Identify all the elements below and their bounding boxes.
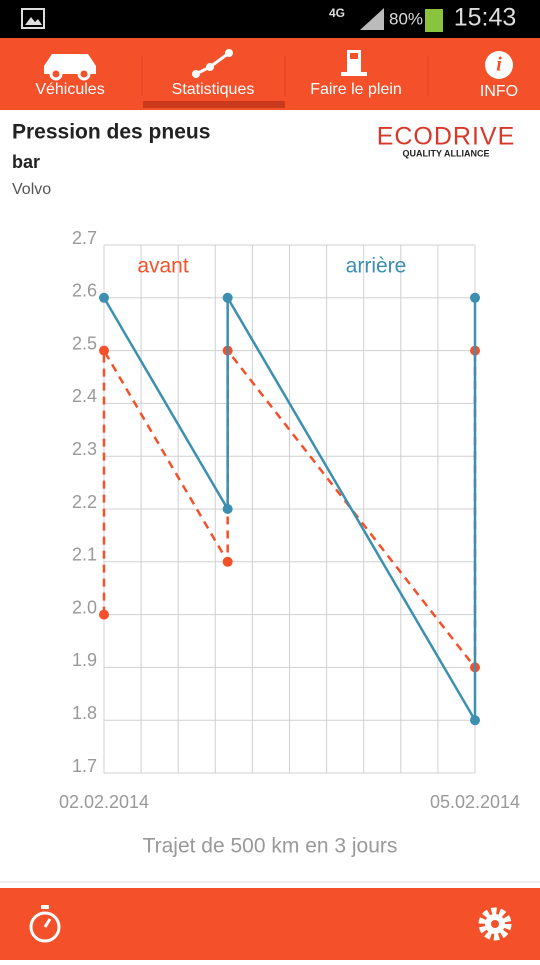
settings-button[interactable] xyxy=(478,907,512,941)
status-bar xyxy=(0,0,540,38)
info-icon-letter: i xyxy=(496,54,502,76)
battery-label: 80% xyxy=(389,9,423,28)
stats-icon xyxy=(192,49,233,78)
y-tick-label: 2.5 xyxy=(72,333,97,353)
y-tick-label: 1.8 xyxy=(72,703,97,723)
data-point xyxy=(222,504,233,514)
vehicle-label: Volvo xyxy=(12,181,51,198)
y-tick-label: 2.3 xyxy=(72,439,97,459)
page-title: Pression des pneus xyxy=(12,121,210,144)
y-tick-label: 1.7 xyxy=(72,756,97,776)
data-point xyxy=(222,556,233,567)
x-tick-label: 05.02.2014 xyxy=(430,792,520,812)
battery-icon xyxy=(425,9,443,32)
y-tick-label: 1.9 xyxy=(72,650,97,670)
gallery-icon xyxy=(21,8,45,29)
bottom-bar xyxy=(0,888,540,960)
y-tick-label: 2.4 xyxy=(72,386,97,406)
tab[interactable]: Faire le plein xyxy=(310,81,402,98)
y-tick-label: 2.1 xyxy=(72,545,97,565)
data-point xyxy=(222,292,233,303)
y-tick-label: 2.2 xyxy=(72,492,97,512)
signal-icon xyxy=(360,8,384,30)
data-point xyxy=(470,715,480,726)
unit-label: bar xyxy=(12,152,40,172)
legend-label: avant xyxy=(137,255,189,278)
tab[interactable]: INFO xyxy=(480,83,518,100)
y-tick-label: 2.0 xyxy=(72,597,97,617)
active-tab-indicator xyxy=(143,101,285,108)
car-icon xyxy=(44,54,96,81)
legend-label: arrière xyxy=(346,255,407,278)
data-point xyxy=(99,609,109,620)
y-tick-label: 2.7 xyxy=(72,228,97,248)
gallery-icon-shape xyxy=(25,17,42,25)
x-tick-label: 02.02.2014 xyxy=(59,792,149,812)
fuel-icon xyxy=(341,50,367,76)
data-point xyxy=(99,292,109,303)
chart: 1.7 1.8 1.9 2.0 2.1 2.2 2.3 2.4 2.5 2.6 2.7 02.02.2… xyxy=(59,228,520,858)
data-point xyxy=(99,345,109,356)
stopwatch-button[interactable] xyxy=(29,905,61,943)
logo: ECODRIVE xyxy=(377,123,516,151)
data-point xyxy=(470,292,480,303)
info-icon xyxy=(485,51,513,79)
y-tick-label: 2.6 xyxy=(72,281,97,301)
tab[interactable]: Statistiques xyxy=(172,81,255,98)
tab[interactable]: Véhicules xyxy=(35,81,104,98)
network-label: 4G xyxy=(329,6,345,20)
logo-tagline: QUALITY ALLIANCE xyxy=(403,148,490,158)
x-axis-label: Trajet de 500 km en 3 jours xyxy=(143,835,398,858)
clock: 15:43 xyxy=(454,4,517,32)
